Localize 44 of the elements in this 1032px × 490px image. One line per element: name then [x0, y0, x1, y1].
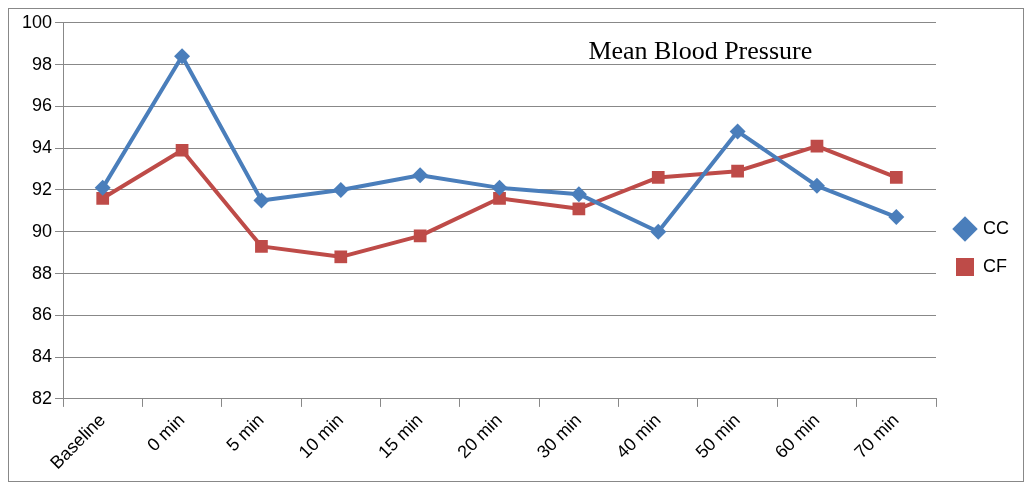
point: [334, 250, 348, 264]
point: [255, 240, 268, 253]
y-tick-label: 82: [32, 387, 53, 408]
legend-label: CF: [983, 255, 1007, 276]
point: [413, 229, 427, 243]
point: [888, 209, 905, 226]
point: [253, 192, 270, 209]
y-tick-label: 90: [32, 220, 53, 241]
x-tick-label: 20 min: [453, 409, 506, 463]
y-tick-label: 86: [32, 304, 53, 325]
point: [493, 191, 506, 205]
y-tick-label: 92: [32, 178, 53, 199]
point: [650, 223, 667, 240]
point: [889, 171, 903, 184]
point: [729, 123, 746, 140]
point: [332, 181, 349, 198]
point: [572, 202, 586, 216]
x-tick-label: 5 min: [222, 409, 268, 456]
y-tick-label: 88: [32, 262, 53, 283]
y-tick-label: 84: [32, 346, 53, 367]
text: Mean Blood Pressure: [588, 35, 813, 65]
x-tick-label: 15 min: [374, 409, 427, 463]
point: [94, 179, 111, 196]
x-tick-label: 10 min: [294, 409, 348, 463]
point: [808, 177, 825, 194]
x-tick-label: 70 min: [850, 409, 903, 463]
point: [96, 191, 110, 205]
point: [412, 167, 429, 184]
point: [651, 171, 665, 184]
point: [731, 164, 744, 178]
point: [570, 186, 587, 203]
point: [175, 143, 189, 157]
x-tick-label: 60 min: [770, 409, 824, 463]
y-tick-label: 94: [32, 137, 53, 158]
y-tick-label: 100: [21, 11, 53, 32]
x-tick-label: 50 min: [691, 409, 744, 463]
x-tick-label: 40 min: [612, 409, 665, 463]
y-tick-label: 96: [32, 95, 53, 116]
legend-label: CC: [983, 217, 1009, 238]
point: [174, 48, 191, 65]
y-tick-label: 98: [32, 53, 53, 74]
x-tick-label: 0 min: [143, 409, 189, 456]
x-tick-label: 30 min: [532, 409, 586, 463]
point: [491, 179, 508, 196]
